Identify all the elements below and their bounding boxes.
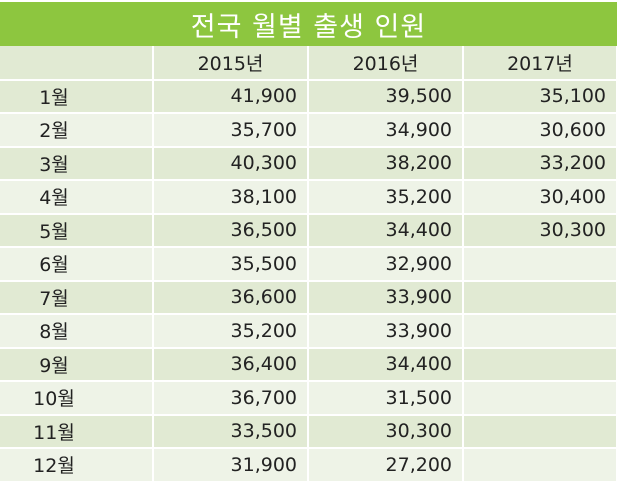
value-cell: 31,900 [153,448,309,483]
value-cell [463,414,618,449]
table-row: 6월 35,500 32,900 [0,247,618,282]
month-label: 5월 [0,213,154,248]
month-label: 10월 [0,381,154,416]
month-label: 9월 [0,347,154,382]
value-cell: 35,200 [153,314,309,349]
table-row: 4월 38,100 35,200 30,400 [0,180,618,215]
birth-table-card: 전국 월별 출생 인원 2015년 2016년 2017년 1월 41,900 39… [0,2,618,483]
table-body: 1월 41,900 39,500 35,100 2월 35,700 34,900 30,600… [0,79,618,483]
value-cell: 33,900 [308,280,464,315]
value-cell: 35,200 [308,180,464,215]
month-label: 6월 [0,247,154,282]
table-row: 10월 36,700 31,500 [0,381,618,416]
value-cell: 41,900 [153,79,309,114]
value-cell: 35,700 [153,113,309,148]
value-cell [463,280,618,315]
value-cell: 33,200 [463,146,618,181]
value-cell: 38,200 [308,146,464,181]
month-label: 1월 [0,79,154,114]
month-label: 4월 [0,180,154,215]
value-cell: 32,900 [308,247,464,282]
value-cell [463,314,618,349]
value-cell: 33,500 [153,414,309,449]
table-row: 11월 33,500 30,300 [0,414,618,449]
month-label: 7월 [0,280,154,315]
value-cell: 36,400 [153,347,309,382]
table-row: 2월 35,700 34,900 30,600 [0,113,618,148]
table-row: 5월 36,500 34,400 30,300 [0,213,618,248]
month-label: 8월 [0,314,154,349]
table-row: 9월 36,400 34,400 [0,347,618,382]
table-row: 12월 31,900 27,200 [0,448,618,483]
table-title: 전국 월별 출생 인원 [0,2,617,46]
value-cell: 33,900 [308,314,464,349]
value-cell: 30,300 [463,213,618,248]
table-row: 8월 35,200 33,900 [0,314,618,349]
month-label: 2월 [0,113,154,148]
table-row: 3월 40,300 38,200 33,200 [0,146,618,181]
value-cell: 34,400 [308,347,464,382]
value-cell: 39,500 [308,79,464,114]
header-cell-2016: 2016년 [308,46,464,81]
value-cell [463,247,618,282]
header-cell-2017: 2017년 [463,46,618,81]
value-cell [463,347,618,382]
value-cell: 36,500 [153,213,309,248]
header-cell-2015: 2015년 [153,46,309,81]
table-row: 1월 41,900 39,500 35,100 [0,79,618,114]
value-cell: 36,700 [153,381,309,416]
value-cell: 31,500 [308,381,464,416]
value-cell: 38,100 [153,180,309,215]
value-cell: 40,300 [153,146,309,181]
header-cell-empty [0,46,154,81]
value-cell: 35,100 [463,79,618,114]
value-cell [463,448,618,483]
value-cell: 34,400 [308,213,464,248]
value-cell [463,381,618,416]
table-row: 7월 36,600 33,900 [0,280,618,315]
month-label: 11월 [0,414,154,449]
month-label: 12월 [0,448,154,483]
value-cell: 30,600 [463,113,618,148]
value-cell: 36,600 [153,280,309,315]
header-row: 2015년 2016년 2017년 [0,46,618,81]
month-label: 3월 [0,146,154,181]
birth-table: 2015년 2016년 2017년 1월 41,900 39,500 35,100 2월… [0,46,618,483]
value-cell: 34,900 [308,113,464,148]
value-cell: 30,400 [463,180,618,215]
value-cell: 30,300 [308,414,464,449]
value-cell: 27,200 [308,448,464,483]
value-cell: 35,500 [153,247,309,282]
